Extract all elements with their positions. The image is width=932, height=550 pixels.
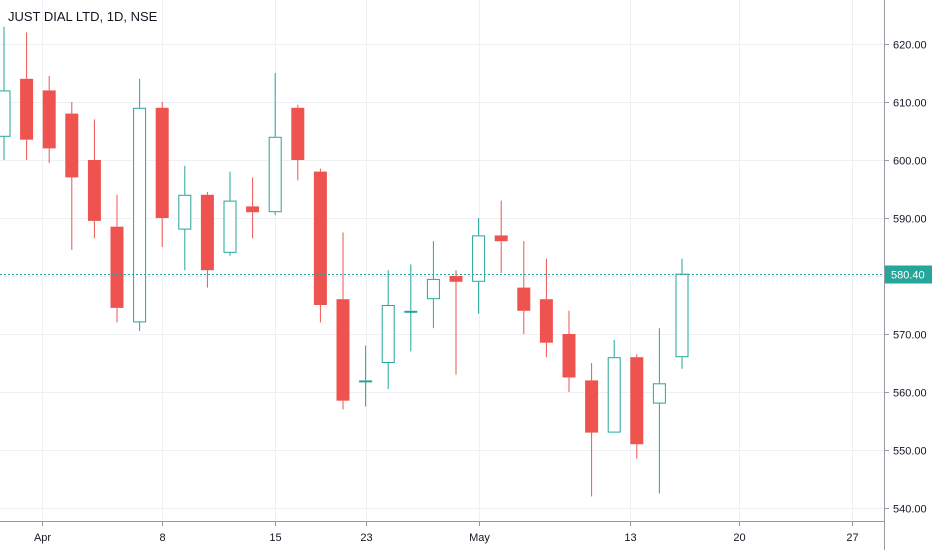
candle[interactable] (200, 191, 214, 288)
candle[interactable] (539, 258, 553, 358)
candle-body-up (652, 383, 666, 404)
time-tick-label: 15 (269, 532, 281, 544)
candle[interactable] (652, 328, 666, 494)
candle-body-down (313, 171, 327, 305)
candle-body-up (472, 235, 486, 282)
candle-body-down (494, 235, 508, 242)
grid-lines (0, 0, 884, 521)
price-tick-label: 570.00 (893, 330, 927, 342)
candle-body-down (336, 299, 350, 401)
candle-body-up (223, 200, 237, 253)
candle[interactable] (268, 73, 282, 216)
candle-body-up (381, 305, 395, 363)
candle-body-down (200, 194, 214, 271)
candle-body-down (539, 299, 553, 343)
candle-body-down (42, 90, 56, 149)
candle[interactable] (313, 168, 327, 323)
candle-body-up (675, 273, 689, 358)
price-tick-label: 600.00 (893, 156, 927, 168)
price-tick-label: 550.00 (893, 446, 927, 458)
candle[interactable] (426, 241, 440, 329)
price-tick-label: 540.00 (893, 504, 927, 516)
candle-body-up (359, 380, 373, 383)
candle[interactable] (223, 171, 237, 256)
candle-body-up (0, 90, 11, 137)
candle-body-up (268, 136, 282, 213)
candle[interactable] (404, 264, 418, 352)
candle-body-down (291, 107, 305, 160)
candle[interactable] (449, 270, 463, 375)
candle-body-up (133, 107, 147, 323)
candle[interactable] (675, 258, 689, 369)
candle[interactable] (291, 104, 305, 181)
time-tick-label: 8 (159, 532, 165, 544)
candle[interactable] (0, 26, 11, 160)
candle[interactable] (585, 363, 599, 497)
candle-body-down (246, 206, 260, 213)
candle[interactable] (472, 218, 486, 314)
candles (0, 26, 689, 497)
time-tick-label: 27 (846, 532, 858, 544)
time-tick-label: May (469, 532, 490, 544)
candle[interactable] (133, 78, 147, 332)
current-price-label: 580.40 (885, 265, 932, 284)
candle[interactable] (110, 194, 124, 323)
candle[interactable] (87, 119, 101, 239)
candle[interactable] (155, 102, 169, 247)
current-price-value: 580.40 (891, 270, 925, 282)
candle-body-down (65, 113, 79, 178)
candle[interactable] (42, 75, 56, 163)
candle[interactable] (494, 200, 508, 274)
candle[interactable] (607, 339, 621, 433)
candle[interactable] (359, 345, 373, 407)
candle-body-down (110, 226, 124, 308)
candle-body-down (562, 334, 576, 378)
candle-body-down (87, 160, 101, 221)
price-tick-label: 610.00 (893, 98, 927, 110)
time-tick-label: 13 (624, 532, 636, 544)
candle-body-down (449, 276, 463, 282)
candle[interactable] (562, 310, 576, 392)
candle[interactable] (517, 241, 531, 334)
candle[interactable] (178, 165, 192, 271)
candle-body-up (607, 357, 621, 433)
time-tick-label: 20 (733, 532, 745, 544)
candle[interactable] (630, 354, 644, 459)
candle[interactable] (65, 102, 79, 250)
time-tick-label: Apr (34, 532, 51, 544)
time-axis[interactable]: Apr 8 15 23 May 13 20 27 (34, 521, 859, 544)
price-axis[interactable]: 620.00610.00600.00590.00580.00570.00560.… (884, 40, 927, 516)
candle-body-up (178, 194, 192, 230)
time-tick-label: 23 (360, 532, 372, 544)
candle[interactable] (20, 32, 34, 160)
candle[interactable] (381, 270, 395, 390)
candle[interactable] (336, 232, 350, 410)
candle-body-up (404, 310, 418, 313)
candle-body-down (155, 107, 169, 218)
candle-body-up (426, 278, 440, 300)
price-tick-label: 560.00 (893, 388, 927, 400)
candle-body-down (517, 287, 531, 311)
candle-body-down (630, 357, 644, 445)
candle-body-down (585, 380, 599, 433)
price-tick-label: 620.00 (893, 40, 927, 52)
candle-body-down (20, 78, 34, 140)
chart-title: JUST DIAL LTD, 1D, NSE (8, 9, 158, 24)
candle[interactable] (246, 177, 260, 239)
price-tick-label: 590.00 (893, 214, 927, 226)
